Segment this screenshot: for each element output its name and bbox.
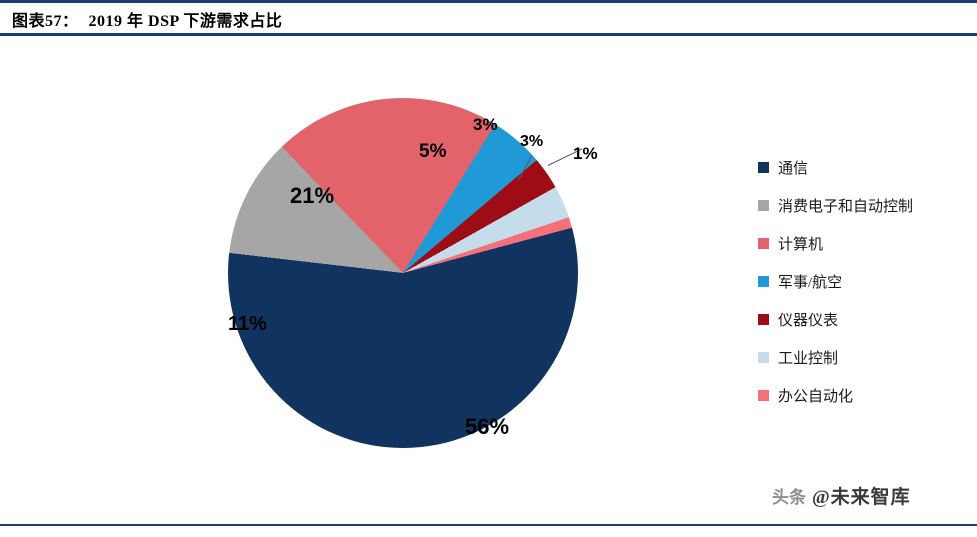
legend-label-1: 消费电子和自动控制: [778, 198, 914, 215]
watermark: 头条 @未来智库: [772, 482, 911, 509]
legend-item-4: 仪器仪表: [758, 300, 968, 338]
legend-item-0: 通信: [758, 148, 968, 186]
legend-swatch-icon-1: [758, 199, 769, 211]
page-title: 2019 年 DSP 下游需求占比: [88, 13, 283, 30]
slice-label-3-industrial: 3%: [520, 133, 544, 150]
legend-swatch-icon-0: [758, 161, 769, 173]
legend-item-1: 消费电子和自动控制: [758, 186, 968, 224]
legend-swatch-icon-4: [758, 313, 769, 325]
legend-label-3: 军事/航空: [778, 274, 843, 291]
legend-label-4: 仪器仪表: [778, 312, 839, 329]
figure-number: 图表57：: [12, 13, 79, 30]
footer-rule: [0, 524, 977, 526]
toutiao-logo-icon: 头条: [772, 488, 806, 507]
chart-legend: 通信 消费电子和自动控制 计算机 军事/航空 仪器仪表 工业控制 办公自动化: [758, 148, 968, 414]
legend-item-2: 计算机: [758, 224, 968, 262]
slice-label-56: 56%: [465, 414, 510, 439]
header-rule-bottom: [0, 33, 977, 36]
figure-caption: 图表57： 2019 年 DSP 下游需求占比: [12, 7, 282, 31]
chart-header: 图表57： 2019 年 DSP 下游需求占比: [0, 0, 977, 36]
legend-item-3: 军事/航空: [758, 262, 968, 300]
legend-label-0: 通信: [778, 160, 809, 177]
legend-item-6: 办公自动化: [758, 376, 968, 414]
legend-swatch-icon-6: [758, 389, 769, 401]
slice-label-5: 5%: [419, 141, 447, 162]
legend-label-6: 办公自动化: [778, 388, 854, 405]
legend-item-5: 工业控制: [758, 338, 968, 376]
legend-swatch-icon-3: [758, 275, 769, 287]
legend-label-5: 工业控制: [778, 350, 839, 367]
watermark-text: @未来智库: [812, 487, 911, 508]
slice-label-1: 1%: [573, 144, 598, 163]
slice-label-3-instrument: 3%: [473, 115, 498, 134]
pie-chart: 56% 21% 11% 5% 3% 3% 1%: [0, 36, 740, 524]
slice-label-11: 11%: [228, 313, 267, 335]
header-rule-top: [0, 0, 977, 3]
legend-label-2: 计算机: [778, 236, 824, 253]
slice-label-21: 21%: [290, 183, 335, 208]
legend-swatch-icon-5: [758, 351, 769, 363]
pie-graphic: [228, 98, 578, 448]
legend-swatch-icon-2: [758, 237, 769, 249]
